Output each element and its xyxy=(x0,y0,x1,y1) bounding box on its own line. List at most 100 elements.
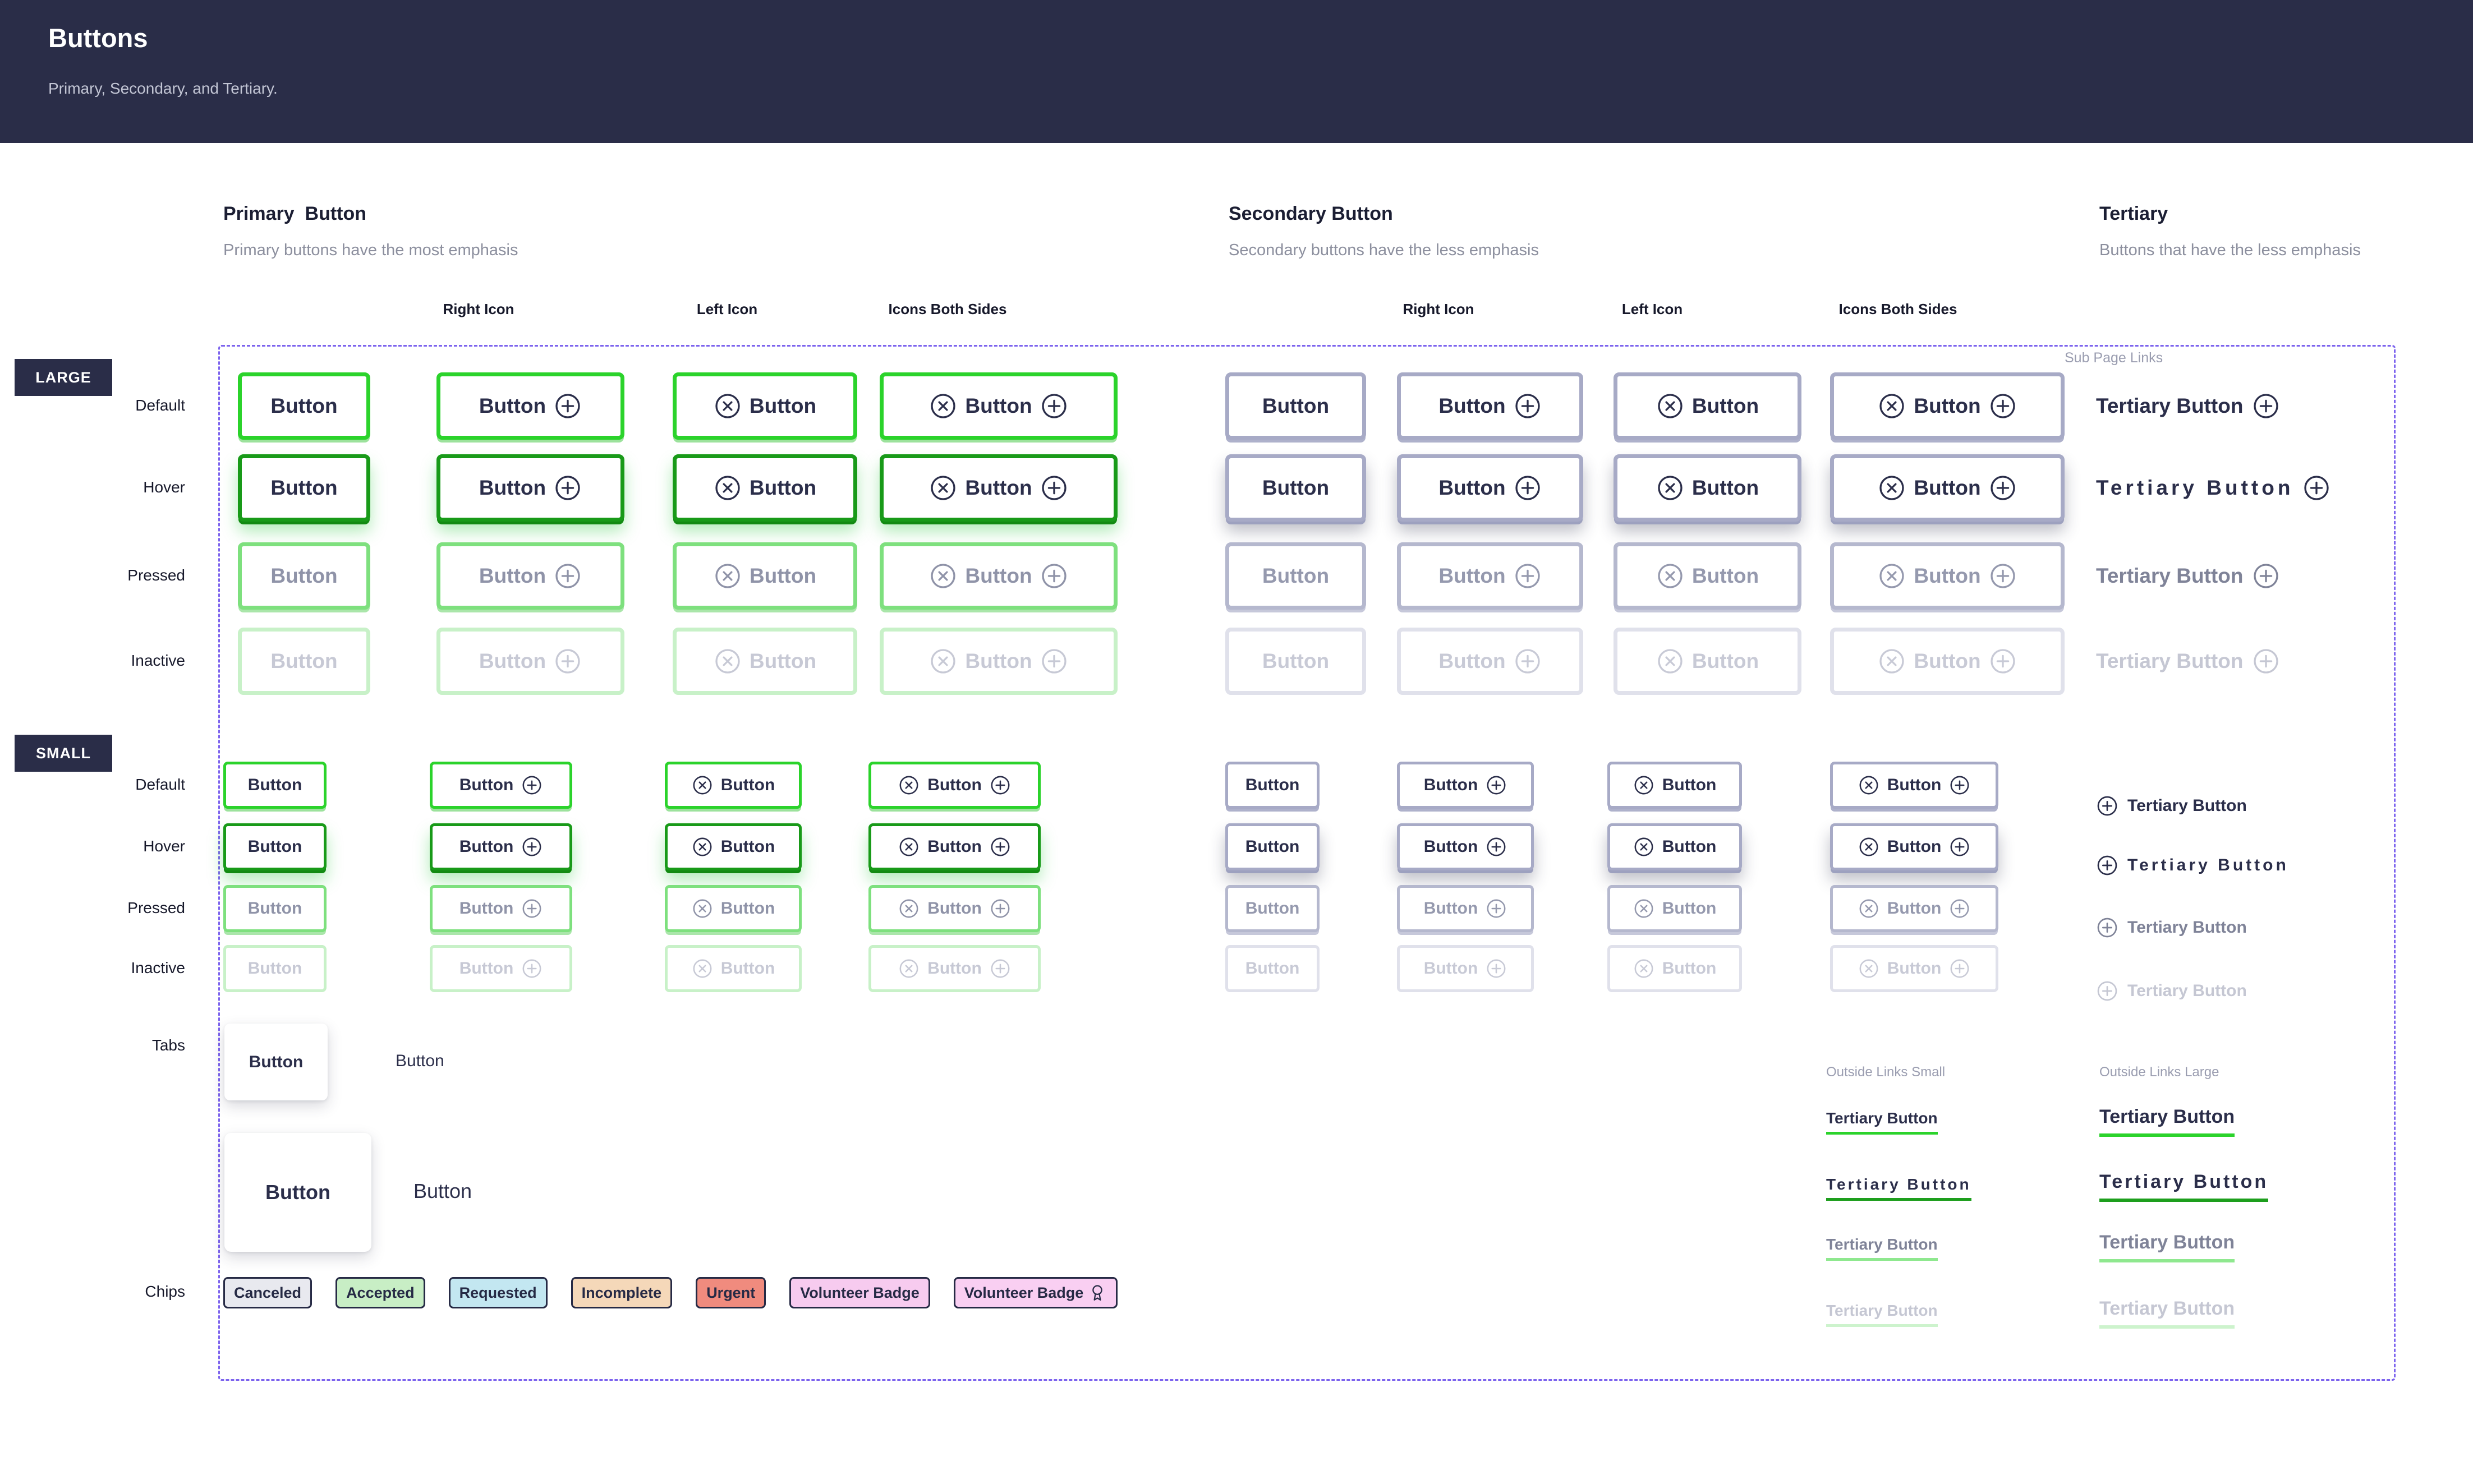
secondary-small-hover-both-icons-button[interactable]: Button xyxy=(1830,823,1998,870)
secondary-small-pressed-left-icon-button[interactable]: Button xyxy=(1607,885,1742,932)
primary-small-hover-left-icon-button[interactable]: Button xyxy=(665,823,802,870)
primary-small-hover-right-icon-button[interactable]: Button xyxy=(430,823,572,870)
outside-link-large-pressed[interactable]: Tertiary Button xyxy=(2099,1232,2235,1262)
primary-large-pressed-left-icon-button[interactable]: Button xyxy=(673,542,857,610)
primary-large-hover-right-icon-button[interactable]: Button xyxy=(436,454,624,522)
secondary-small-inactive-right-icon-button[interactable]: Button xyxy=(1397,945,1534,992)
primary-large-default-right-icon-button[interactable]: Button xyxy=(436,372,624,440)
tertiary-large-default-button[interactable]: Tertiary Button xyxy=(2096,372,2280,440)
secondary-large-pressed-plain-button[interactable]: Button xyxy=(1225,542,1366,610)
row-label-large-hover: Hover xyxy=(143,478,185,496)
secondary-large-hover-right-icon-button[interactable]: Button xyxy=(1397,454,1583,522)
primary-large-default-plain-button[interactable]: Button xyxy=(238,372,370,440)
tertiary-small-hover-button[interactable]: Tertiary Button xyxy=(2096,842,2289,888)
secondary-small-pressed-both-icons-button[interactable]: Button xyxy=(1830,885,1998,932)
primary-small-pressed-right-icon-button[interactable]: Button xyxy=(430,885,572,932)
x-circle-icon xyxy=(931,649,956,674)
tertiary-large-pressed-button[interactable]: Tertiary Button xyxy=(2096,542,2280,610)
tab-small-active[interactable]: Button xyxy=(224,1024,328,1100)
primary-large-inactive-plain-button[interactable]: Button xyxy=(238,628,370,695)
secondary-large-inactive-left-icon-button[interactable]: Button xyxy=(1614,628,1801,695)
outside-link-large-hover[interactable]: Tertiary Button xyxy=(2099,1171,2269,1202)
primary-small-default-left-icon-button[interactable]: Button xyxy=(665,762,802,809)
secondary-large-default-both-icons-button[interactable]: Button xyxy=(1830,372,2065,440)
primary-small-default-right-icon-button[interactable]: Button xyxy=(430,762,572,809)
secondary-small-inactive-both-icons-button[interactable]: Button xyxy=(1830,945,1998,992)
tab-small-inactive[interactable]: Button xyxy=(396,1052,444,1071)
primary-large-pressed-plain-button[interactable]: Button xyxy=(238,542,370,610)
primary-small-default-both-icons-button[interactable]: Button xyxy=(868,762,1041,809)
tertiary-large-inactive-button[interactable]: Tertiary Button xyxy=(2096,628,2280,695)
secondary-large-default-plain-button[interactable]: Button xyxy=(1225,372,1366,440)
primary-small-inactive-plain-button[interactable]: Button xyxy=(223,945,327,992)
chip-incomplete[interactable]: Incomplete xyxy=(571,1277,673,1308)
primary-large-inactive-left-icon-button[interactable]: Button xyxy=(673,628,857,695)
secondary-large-default-right-icon-button[interactable]: Button xyxy=(1397,372,1583,440)
primary-small-hover-both-icons-button[interactable]: Button xyxy=(868,823,1041,870)
tab-large-active[interactable]: Button xyxy=(224,1133,371,1252)
secondary-large-hover-plain-button[interactable]: Button xyxy=(1225,454,1366,522)
tertiary-small-default-button[interactable]: Tertiary Button xyxy=(2096,783,2247,829)
button-label: Button xyxy=(720,837,775,856)
primary-small-hover-plain-button[interactable]: Button xyxy=(223,823,327,870)
outside-link-small-hover[interactable]: Tertiary Button xyxy=(1826,1176,1971,1201)
secondary-large-hover-both-icons-button[interactable]: Button xyxy=(1830,454,2065,522)
secondary-small-default-left-icon-button[interactable]: Button xyxy=(1607,762,1742,809)
secondary-large-pressed-left-icon-button[interactable]: Button xyxy=(1614,542,1801,610)
primary-small-pressed-both-icons-button[interactable]: Button xyxy=(868,885,1041,932)
chip-accepted[interactable]: Accepted xyxy=(335,1277,425,1308)
secondary-small-hover-left-icon-button[interactable]: Button xyxy=(1607,823,1742,870)
secondary-large-pressed-both-icons-button[interactable]: Button xyxy=(1830,542,2065,610)
primary-small-default-plain-button[interactable]: Button xyxy=(223,762,327,809)
button-label: Button xyxy=(479,649,546,672)
outside-link-small-inactive[interactable]: Tertiary Button xyxy=(1826,1302,1938,1327)
secondary-small-default-right-icon-button[interactable]: Button xyxy=(1397,762,1534,809)
primary-large-hover-both-icons-button[interactable]: Button xyxy=(880,454,1118,522)
primary-large-default-left-icon-button[interactable]: Button xyxy=(673,372,857,440)
secondary-large-inactive-plain-button[interactable]: Button xyxy=(1225,628,1366,695)
outside-link-large-inactive[interactable]: Tertiary Button xyxy=(2099,1298,2235,1329)
primary-large-pressed-right-icon-button[interactable]: Button xyxy=(436,542,624,610)
secondary-large-hover-left-icon-button[interactable]: Button xyxy=(1614,454,1801,522)
tertiary-small-pressed-button[interactable]: Tertiary Button xyxy=(2096,905,2247,951)
chip-volunteer-badge[interactable]: Volunteer Badge xyxy=(789,1277,930,1308)
tab-large-inactive[interactable]: Button xyxy=(413,1179,472,1203)
primary-large-inactive-both-icons-button[interactable]: Button xyxy=(880,628,1118,695)
secondary-small-hover-plain-button[interactable]: Button xyxy=(1225,823,1320,870)
chip-volunteer-badge-icon[interactable]: Volunteer Badge xyxy=(953,1277,1118,1308)
tertiary-large-hover-button[interactable]: Tertiary Button xyxy=(2096,454,2330,522)
outside-link-small-default[interactable]: Tertiary Button xyxy=(1826,1109,1938,1135)
secondary-small-default-both-icons-button[interactable]: Button xyxy=(1830,762,1998,809)
primary-small-inactive-right-icon-button[interactable]: Button xyxy=(430,945,572,992)
button-label: Button xyxy=(247,959,302,978)
primary-large-inactive-right-icon-button[interactable]: Button xyxy=(436,628,624,695)
primary-large-default-both-icons-button[interactable]: Button xyxy=(880,372,1118,440)
primary-small-pressed-plain-button[interactable]: Button xyxy=(223,885,327,932)
secondary-small-inactive-plain-button[interactable]: Button xyxy=(1225,945,1320,992)
chip-label: Accepted xyxy=(346,1284,415,1301)
secondary-small-hover-right-icon-button[interactable]: Button xyxy=(1397,823,1534,870)
secondary-col-left-icon: Left Icon xyxy=(1621,301,1683,317)
secondary-large-inactive-right-icon-button[interactable]: Button xyxy=(1397,628,1583,695)
tertiary-small-inactive-button[interactable]: Tertiary Button xyxy=(2096,968,2247,1014)
secondary-small-pressed-plain-button[interactable]: Button xyxy=(1225,885,1320,932)
button-label: Button xyxy=(749,476,817,499)
chip-requested[interactable]: Requested xyxy=(448,1277,548,1308)
primary-small-pressed-left-icon-button[interactable]: Button xyxy=(665,885,802,932)
secondary-small-inactive-left-icon-button[interactable]: Button xyxy=(1607,945,1742,992)
x-circle-icon xyxy=(931,394,956,418)
secondary-large-pressed-right-icon-button[interactable]: Button xyxy=(1397,542,1583,610)
chip-urgent[interactable]: Urgent xyxy=(696,1277,766,1308)
primary-small-inactive-both-icons-button[interactable]: Button xyxy=(868,945,1041,992)
primary-large-hover-plain-button[interactable]: Button xyxy=(238,454,370,522)
secondary-small-default-plain-button[interactable]: Button xyxy=(1225,762,1320,809)
secondary-large-default-left-icon-button[interactable]: Button xyxy=(1614,372,1801,440)
primary-large-hover-left-icon-button[interactable]: Button xyxy=(673,454,857,522)
chip-canceled[interactable]: Canceled xyxy=(223,1277,312,1308)
outside-link-small-pressed[interactable]: Tertiary Button xyxy=(1826,1236,1938,1261)
secondary-large-inactive-both-icons-button[interactable]: Button xyxy=(1830,628,2065,695)
primary-large-pressed-both-icons-button[interactable]: Button xyxy=(880,542,1118,610)
secondary-small-pressed-right-icon-button[interactable]: Button xyxy=(1397,885,1534,932)
primary-small-inactive-left-icon-button[interactable]: Button xyxy=(665,945,802,992)
outside-link-large-default[interactable]: Tertiary Button xyxy=(2099,1106,2235,1137)
